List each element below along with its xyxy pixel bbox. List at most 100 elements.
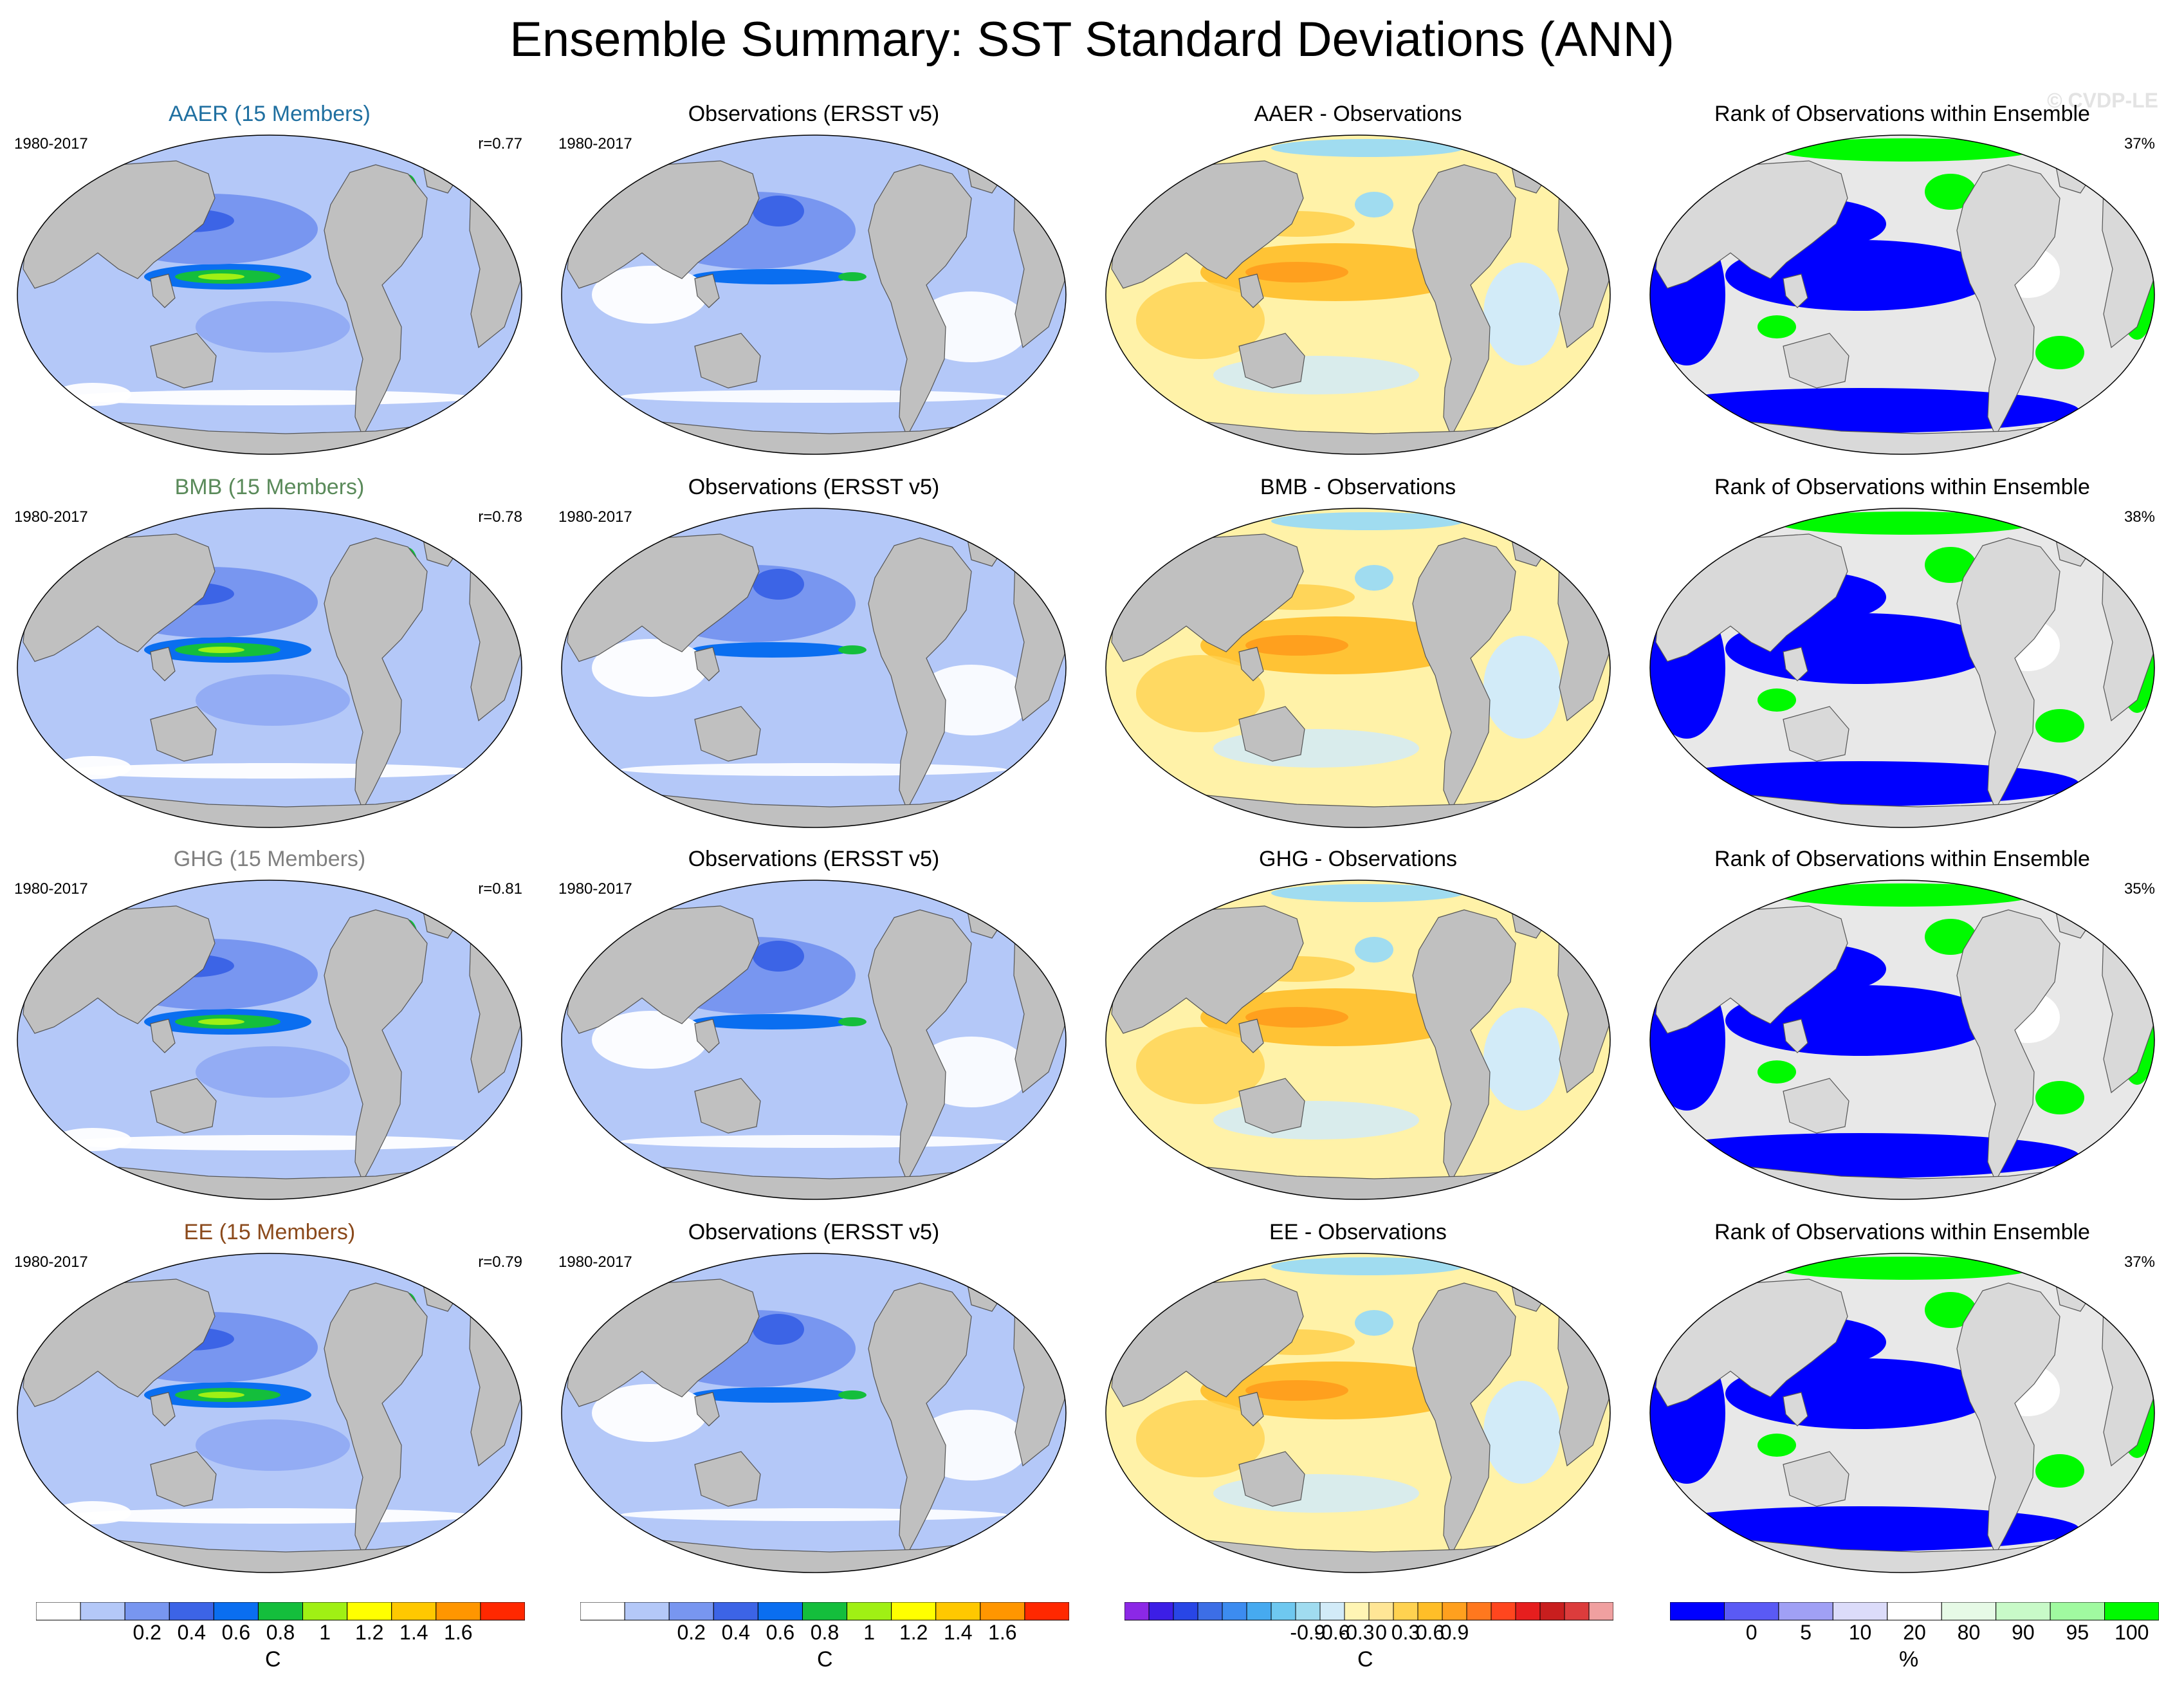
- land-mass: [868, 909, 972, 1183]
- land-mass: [150, 1078, 217, 1134]
- sst-contour-region: [198, 1392, 244, 1398]
- period-label: 1980-2017: [558, 1253, 632, 1271]
- sst-contour-region: [1136, 1400, 1265, 1477]
- land-mass: [1783, 1451, 1849, 1507]
- world-map: [561, 1253, 1067, 1573]
- land-mass: [694, 1019, 720, 1053]
- period-label: 1980-2017: [14, 508, 88, 526]
- sst-contour-region: [2035, 1081, 2084, 1114]
- sst-contour-region: [1777, 138, 2034, 162]
- colorbar-unit: C: [265, 1647, 281, 1672]
- colorbar-sst-std-ensemble: 0.2 0.4 0.6 0.8 1 1.2 1.4 1.6: [36, 1602, 525, 1660]
- sst-contour-region: [692, 1014, 852, 1029]
- land-mass: [1238, 1078, 1305, 1134]
- sst-contour-region: [621, 1508, 1007, 1521]
- map-outline: [1649, 508, 2155, 828]
- world-map: [1649, 880, 2155, 1200]
- land-mass: [1412, 164, 1516, 438]
- colorbar-tick-label: 0.3: [1391, 1621, 1420, 1641]
- colorbar-swatch: [1778, 1602, 1833, 1621]
- world-map: [1105, 880, 1611, 1200]
- colorbar-tick-label: 100: [2115, 1621, 2149, 1641]
- colorbar-swatch: [480, 1602, 525, 1621]
- period-label: 1980-2017: [558, 880, 632, 898]
- land-mass: [1412, 537, 1516, 811]
- sst-contour-region: [1483, 1381, 1561, 1484]
- colorbar-tick-label: 95: [2066, 1621, 2089, 1641]
- sst-contour-region: [1505, 135, 1526, 169]
- land-mass: [150, 1392, 176, 1426]
- land-mass: [150, 1019, 176, 1053]
- panel-ensemble: AAER (15 Members) 1980-2017 r=0.77: [3, 102, 537, 462]
- colorbar-tick-label: 90: [2012, 1621, 2035, 1641]
- colorbar-swatch: [1197, 1602, 1223, 1621]
- colorbar-swatch: [1148, 1602, 1174, 1621]
- sst-contour-region: [1245, 1007, 1348, 1028]
- land-mass: [1783, 333, 1849, 389]
- sst-contour-region: [1136, 282, 1265, 359]
- sst-contour-region: [1925, 1292, 1976, 1328]
- sst-contour-region: [198, 647, 244, 653]
- colorbar-tick-label: 1.2: [355, 1621, 383, 1641]
- colorbar-swatch: [2050, 1602, 2106, 1621]
- colorbar-swatch: [713, 1602, 758, 1621]
- colorbar-swatch: [213, 1602, 259, 1621]
- land-mass: [694, 1078, 761, 1134]
- panel-observations: Observations (ERSST v5) 1980-2017: [547, 102, 1081, 462]
- colorbar-tick-label: 1: [319, 1621, 331, 1641]
- colorbar-tick-label: 1.2: [899, 1621, 928, 1641]
- colorbar-swatch: [580, 1602, 625, 1621]
- map-outline: [561, 1253, 1067, 1573]
- colorbar-tick-label: 1.4: [399, 1621, 428, 1641]
- sst-contour-region: [753, 941, 804, 972]
- sst-contour-region: [838, 645, 867, 654]
- sst-contour-region: [1505, 1253, 1526, 1287]
- map-outline: [17, 508, 522, 828]
- sst-contour-region: [1757, 688, 1796, 712]
- sst-contour-region: [592, 1384, 708, 1442]
- sst-contour-region: [621, 390, 1007, 403]
- land-mass: [694, 706, 761, 762]
- colorbar-tick-label: 0.6: [766, 1621, 794, 1641]
- panel-title: Rank of Observations within Ensemble: [1714, 847, 2090, 871]
- colorbar-tick-label: 0.4: [178, 1621, 206, 1641]
- sst-contour-region: [621, 763, 1007, 776]
- panel-title: AAER (15 Members): [169, 102, 371, 126]
- map-outline: [17, 134, 522, 455]
- colorbar-swatch: [1124, 1602, 1150, 1621]
- page-title: Ensemble Summary: SST Standard Deviation…: [509, 12, 1675, 67]
- colorbar-swatch: [1024, 1602, 1069, 1621]
- land-mass: [1238, 333, 1305, 389]
- land-mass: [694, 333, 761, 389]
- map-outline: [561, 880, 1067, 1200]
- colorbar-swatch: [1442, 1602, 1467, 1621]
- land-mass: [868, 537, 972, 811]
- panel-difference: EE - Observations: [1091, 1220, 1625, 1580]
- colorbar-swatch: [36, 1602, 81, 1621]
- sst-contour-region: [1925, 919, 1976, 955]
- colorbar-tick-label: 0.9: [1440, 1621, 1469, 1641]
- sst-contour-region: [692, 1387, 852, 1403]
- period-label: 1980-2017: [558, 135, 632, 152]
- sst-contour-region: [196, 301, 350, 353]
- colorbar-swatch: [347, 1602, 392, 1621]
- colorbar-swatch: [1368, 1602, 1394, 1621]
- panel-rank: Rank of Observations within Ensemble 37%: [1635, 102, 2169, 462]
- panel-title: GHG - Observations: [1259, 847, 1457, 871]
- land-mass: [324, 1282, 428, 1556]
- colorbar-swatch: [668, 1602, 714, 1621]
- land-mass: [1956, 164, 2060, 438]
- land-mass: [150, 647, 176, 681]
- panel-rank: Rank of Observations within Ensemble 38%: [1635, 475, 2169, 835]
- sst-contour-region: [1483, 263, 1561, 365]
- panel-title: Observations (ERSST v5): [688, 475, 940, 499]
- colorbar-tick-label: 1.6: [988, 1621, 1016, 1641]
- colorbar-tick-label: 80: [1958, 1621, 1981, 1641]
- world-map: [17, 880, 522, 1200]
- sst-contour-region: [838, 1390, 867, 1399]
- colorbar-swatch: [1417, 1602, 1443, 1621]
- panel-observations: Observations (ERSST v5) 1980-2017: [547, 1220, 1081, 1580]
- sst-contour-region: [54, 383, 131, 406]
- sst-contour-region: [753, 569, 804, 600]
- sst-contour-region: [198, 273, 244, 280]
